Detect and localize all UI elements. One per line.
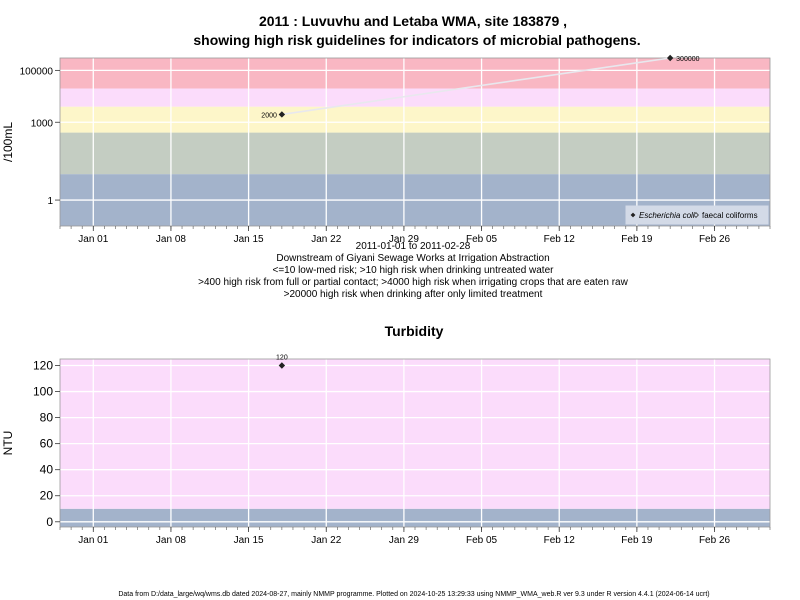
data-point-0-0 — [278, 362, 286, 369]
legend-label-0: Escherichia coli — [639, 211, 695, 220]
x-tick-label-1: Jan 08 — [156, 535, 186, 546]
x-tick-label-2: Jan 15 — [234, 535, 264, 546]
data-label-0-1: 300000 — [676, 56, 699, 63]
x-tick-label-7: Feb 19 — [621, 234, 653, 245]
y-tick-label-4: 80 — [40, 411, 54, 425]
legend-marker-1 — [693, 212, 699, 218]
y-axis-label: /100mL — [1, 122, 15, 162]
subtitle-date-range: 2011-01-01 to 2011-02-28 — [356, 241, 471, 252]
x-tick-label-4: Jan 29 — [389, 234, 419, 245]
y-tick-label-1: 20 — [40, 489, 54, 503]
risk-band-0 — [60, 508, 770, 527]
y-tick-label-5: 100 — [33, 385, 53, 399]
data-point-0-0 — [278, 111, 286, 118]
y-axis-label: NTU — [1, 431, 15, 456]
x-tick-label-3: Jan 22 — [311, 234, 341, 245]
x-tick-label-6: Feb 12 — [544, 535, 576, 546]
data-label-0-0: 120 — [276, 355, 288, 362]
subtitle-guideline-low: <=10 low-med risk; >10 high risk when dr… — [273, 265, 555, 276]
turbidity-title: Turbidity — [385, 323, 444, 339]
chart-title-line1: 2011 : Luvuvhu and Letaba WMA, site 1838… — [259, 13, 567, 29]
y-tick-label-6: 120 — [33, 359, 53, 373]
subtitle-guideline-drinking: >20000 high risk when drinking after onl… — [284, 289, 543, 300]
x-tick-label-8: Feb 26 — [699, 535, 731, 546]
y-tick-label-1: 1000 — [31, 118, 54, 129]
subtitle-guideline-contact: >400 high risk from full or partial cont… — [198, 277, 628, 288]
risk-band-1 — [60, 359, 770, 509]
x-tick-label-5: Feb 05 — [466, 234, 498, 245]
subtitle-site: Downstream of Giyani Sewage Works at Irr… — [276, 253, 549, 264]
y-tick-label-2: 40 — [40, 463, 54, 477]
risk-band-3 — [60, 88, 770, 107]
risk-band-2 — [60, 106, 770, 133]
footer-note: Data from D:/data_large/wq/wms.db dated … — [118, 591, 709, 598]
y-tick-label-2: 100000 — [20, 66, 54, 77]
x-tick-label-4: Jan 29 — [389, 535, 419, 546]
x-tick-label-6: Feb 12 — [544, 234, 576, 245]
x-tick-label-0: Jan 01 — [78, 535, 108, 546]
microbial-plot-panel: Jan 01 Jan 08 Jan 15 Jan 22 Jan 29 Feb 05 Feb … — [1, 54, 771, 245]
legend-label-1: faecal coliforms — [702, 211, 758, 220]
x-tick-label-5: Feb 05 — [466, 535, 498, 546]
series-line-0 — [281, 57, 671, 116]
y-tick-label-0: 0 — [46, 515, 53, 529]
data-label-0-0: 2000 — [261, 112, 277, 119]
turbidity-plot-panel: Jan 01 Jan 08 Jan 15 Jan 22 Jan 29 Feb 05 Feb … — [1, 355, 771, 546]
data-point-0-1 — [666, 54, 674, 62]
risk-band-4 — [60, 58, 770, 89]
y-tick-label-3: 60 — [40, 437, 54, 451]
risk-band-1 — [60, 132, 770, 175]
x-tick-label-3: Jan 22 — [311, 535, 341, 546]
y-tick-label-0: 1 — [47, 196, 53, 207]
x-tick-label-2: Jan 15 — [234, 234, 264, 245]
x-tick-label-7: Feb 19 — [621, 535, 653, 546]
legend-marker-0 — [630, 212, 636, 218]
x-tick-label-8: Feb 26 — [699, 234, 731, 245]
chart-title-line2: showing high risk guidelines for indicat… — [193, 32, 640, 48]
x-tick-label-0: Jan 01 — [78, 234, 108, 245]
legend-box — [625, 205, 769, 225]
x-tick-label-1: Jan 08 — [156, 234, 186, 245]
